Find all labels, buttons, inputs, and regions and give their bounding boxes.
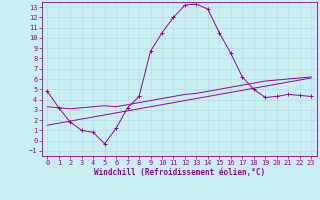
X-axis label: Windchill (Refroidissement éolien,°C): Windchill (Refroidissement éolien,°C) xyxy=(94,168,265,177)
